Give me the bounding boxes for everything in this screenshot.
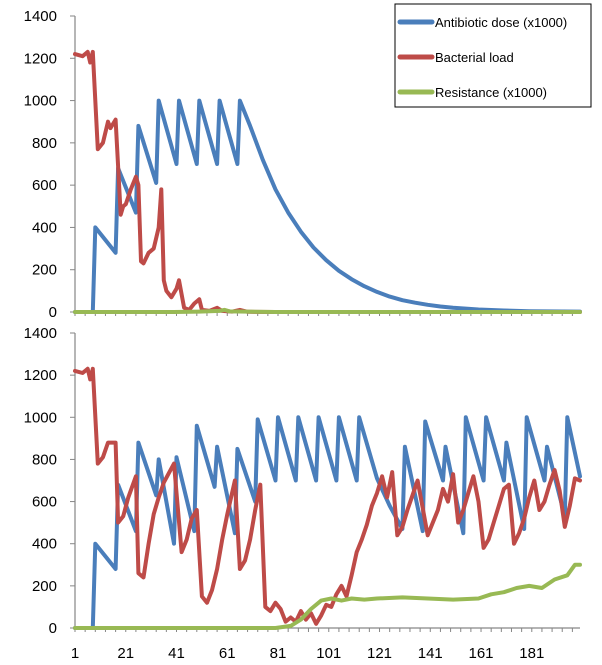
bottom-chart-x-tick-label: 1: [71, 645, 79, 662]
top-chart-y-tick-label: 0: [49, 304, 57, 321]
bottom-chart-x-tick-label: 81: [270, 645, 287, 662]
bottom-chart-y-tick-label: 1400: [24, 325, 57, 342]
bottom-chart-x-tick-label: 181: [519, 645, 544, 662]
bottom-chart-y-tick-label: 800: [32, 451, 57, 468]
top-chart-series-bacteria-line: [73, 49, 582, 314]
top-chart-y-tick-label: 800: [32, 135, 57, 152]
bottom-chart-y-tick-label: 1200: [24, 367, 57, 384]
bottom-chart-series: [73, 366, 582, 630]
bottom-chart-y-tick-label: 0: [49, 620, 57, 637]
top-chart-y-tick-label: 1000: [24, 93, 57, 110]
top-chart: 0 200 400 600 800 1000 1200 1400: [24, 8, 582, 321]
top-chart-y-tick-label: 200: [32, 262, 57, 279]
bottom-chart-x-tick-label: 161: [469, 645, 494, 662]
top-chart-y-tick-label: 1400: [24, 8, 57, 25]
bottom-chart-x-tick-label: 141: [418, 645, 443, 662]
legend: Antibiotic dose (x1000) Bacterial load R…: [394, 3, 592, 108]
legend-label-bacteria: Bacterial load: [435, 50, 514, 65]
legend-label-antibiotic: Antibiotic dose (x1000): [435, 15, 567, 30]
top-chart-y-tick-label: 600: [32, 177, 57, 194]
bottom-chart-y-tick-label: 600: [32, 494, 57, 511]
bottom-chart-series-antibiotic-line: [73, 415, 582, 630]
top-chart-series: [73, 49, 582, 314]
top-chart-ticks: 0 200 400 600 800 1000 1200 1400: [24, 8, 573, 321]
bottom-chart-y-tick-label: 200: [32, 578, 57, 595]
bottom-chart-x-tick-label: 21: [117, 645, 134, 662]
top-chart-series-resistance-line: [73, 307, 582, 314]
top-chart-y-tick-label: 1200: [24, 50, 57, 67]
bottom-chart-y-tick-label: 400: [32, 536, 57, 553]
bottom-chart-x-tick-label: 61: [219, 645, 236, 662]
bottom-chart-x-tick-label: 41: [168, 645, 185, 662]
top-chart-y-tick-label: 400: [32, 219, 57, 236]
bottom-chart-y-tick-label: 1000: [24, 409, 57, 426]
bottom-chart-x-tick-label: 101: [316, 645, 341, 662]
bottom-chart-x-tick-label: 121: [367, 645, 392, 662]
top-chart-series-antibiotic-line: [73, 98, 582, 314]
bottom-chart-series-bacteria-line: [73, 366, 582, 626]
bottom-chart-series-resistance-line: [73, 562, 582, 630]
legend-label-resistance: Resistance (x1000): [435, 85, 547, 100]
